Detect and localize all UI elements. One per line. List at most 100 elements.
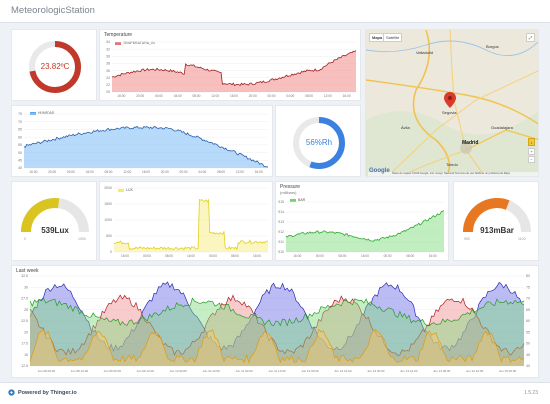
x-tick-label: Jun 08 00:00	[38, 369, 56, 373]
pressure-value: 913mBar	[480, 226, 514, 235]
pressure-chart: 915 914 913 912 911 910 16:00 00:00 08:00 16:00 00…	[278, 200, 445, 258]
humidity-gauge	[293, 117, 345, 169]
x-tick-label: 00:00	[316, 254, 324, 258]
series-area	[30, 298, 524, 366]
y-tick-label: 910	[278, 250, 284, 254]
y-tick-label: 26	[106, 69, 110, 73]
y-tick-label: 1000	[104, 218, 112, 222]
y-left-tick-label: 12.5	[21, 364, 28, 368]
zoom-in-button[interactable]: +	[528, 148, 535, 155]
x-tick-label: 20:00	[136, 94, 144, 98]
y-tick-label: 914	[278, 210, 284, 214]
y-left-tick-label: 27.5	[21, 297, 28, 301]
x-tick-label: 08:00	[104, 170, 112, 174]
y-tick-label: 32	[106, 47, 110, 51]
y-tick-label: 20	[106, 90, 110, 94]
pegman-icon[interactable]: •	[528, 138, 535, 146]
x-tick-label: Jun 12 00:00	[301, 369, 319, 373]
temperature-chart-card: Temperature TEMPERATURA_IN 34 32 30 28 26 24 2…	[99, 29, 361, 101]
x-tick-label: 16:00	[29, 170, 37, 174]
x-tick-label: 16:00	[121, 254, 129, 258]
google-logo: Google	[369, 168, 390, 174]
x-tick-label: 16:00	[187, 254, 195, 258]
y-tick-label: 65	[18, 128, 22, 132]
x-tick-label: Jun 14 12:00	[466, 369, 484, 373]
y-tick-label: 24	[106, 76, 110, 80]
map-place-madrid: Madrid	[462, 140, 479, 146]
temperature-value: 23.82ºC	[40, 62, 70, 71]
series-line	[29, 328, 525, 364]
x-tick-label: Jun 14 00:00	[433, 369, 451, 373]
y-tick-label: 912	[278, 230, 284, 234]
y-tick-label: 50	[18, 151, 22, 155]
x-tick-label: Jun 09 00:00	[104, 369, 122, 373]
y-left-tick-label: 32.5	[21, 274, 28, 278]
x-tick-label: 20:00	[161, 170, 169, 174]
map-attribution: Datos de mapas ©2019 Google, Inst. Geogr…	[392, 172, 511, 175]
top-bar: MeteorologicStation	[0, 0, 550, 23]
zoom-out-button[interactable]: −	[528, 156, 535, 163]
y-right-tick-label: 45	[526, 353, 530, 357]
y-left-tick-label: 20	[24, 330, 28, 334]
lux-chart-card: LUX 2000 1500 1000 500 0 16:00 00:00 08:00 16:00…	[99, 181, 273, 261]
x-tick-label: Jun 12 12:00	[334, 369, 352, 373]
x-tick-label: 08:00	[192, 94, 200, 98]
map-place-avila: Ávila	[401, 125, 410, 130]
x-tick-label: 16:00	[253, 254, 261, 258]
x-tick-label: 20:00	[48, 170, 56, 174]
x-tick-label: 16:00	[343, 94, 351, 98]
lastweek-chart: 32.5 80 30 75 27.5 70 25 65 22.5 60 20 55 17.5 50 15 45…	[21, 274, 530, 373]
temperature-gauge-card: 23.82ºC	[11, 29, 97, 101]
y-tick-label: 913	[278, 220, 284, 224]
series-line	[285, 210, 445, 242]
map-view[interactable]	[366, 30, 539, 177]
y-right-tick-label: 80	[526, 274, 530, 278]
temperature-gauge	[29, 41, 81, 93]
series-line	[29, 297, 525, 327]
footer: Powered by Thinger.io 1.5.23	[0, 382, 550, 404]
x-tick-label: 04:00	[286, 94, 294, 98]
y-right-tick-label: 40	[526, 364, 530, 368]
lux-gauge-card: 539Lux 0 1000	[11, 181, 97, 261]
x-tick-label: 12:00	[123, 170, 131, 174]
x-tick-label: 16:00	[142, 170, 150, 174]
map-place-burgos: Burgos	[486, 44, 499, 49]
humidity-chart-card: HUMIDAD 75 70 65 60 55 50 45 40 16:00 20:00 00:00 0…	[11, 105, 273, 177]
y-tick-label: 34	[106, 40, 110, 44]
y-left-tick-label: 17.5	[21, 342, 28, 346]
y-tick-label: 70	[18, 120, 22, 124]
x-tick-label: 16:00	[255, 170, 263, 174]
x-tick-label: Jun 15 00:00	[499, 369, 517, 373]
lux-value: 539Lux	[41, 226, 69, 235]
x-tick-label: 08:00	[165, 254, 173, 258]
map-tab-satellite[interactable]: Satélite	[383, 33, 403, 42]
y-tick-label: 40	[18, 166, 22, 170]
x-tick-label: 12:00	[324, 94, 332, 98]
y-tick-label: 60	[18, 135, 22, 139]
y-right-tick-label: 60	[526, 319, 530, 323]
pressure-chart-card: Pressure (milibars) BAR 915 914 913 912 911 9…	[275, 181, 449, 261]
x-tick-label: 16:00	[117, 94, 125, 98]
humidity-gauge-card: 56%Rh	[275, 105, 361, 177]
map-place-toledo: Toledo	[446, 162, 458, 167]
x-tick-label: Jun 10 12:00	[202, 369, 220, 373]
pressure-gauge	[463, 198, 531, 233]
y-left-tick-label: 30	[24, 285, 28, 289]
x-tick-label: 00:00	[209, 254, 217, 258]
y-tick-label: 915	[278, 200, 284, 204]
series-area	[30, 329, 524, 366]
pressure-max: 1100	[518, 237, 526, 241]
lux-max: 1000	[78, 237, 86, 241]
fullscreen-icon[interactable]: ⤢	[526, 33, 535, 42]
temperature-chart-title: Temperature	[104, 32, 133, 38]
x-tick-label: 16:00	[293, 254, 301, 258]
x-tick-label: 16:00	[429, 254, 437, 258]
lux-gauge	[21, 198, 89, 233]
map-card[interactable]: Mapa Satélite ⤢ + − • Valladolid Segovia…	[365, 29, 539, 177]
powered-by-label[interactable]: Powered by Thinger.io	[18, 390, 77, 396]
y-tick-label: 500	[106, 234, 112, 238]
series-line	[29, 294, 525, 356]
x-tick-label: 04:00	[174, 94, 182, 98]
y-right-tick-label: 70	[526, 297, 530, 301]
series-area	[30, 295, 524, 366]
